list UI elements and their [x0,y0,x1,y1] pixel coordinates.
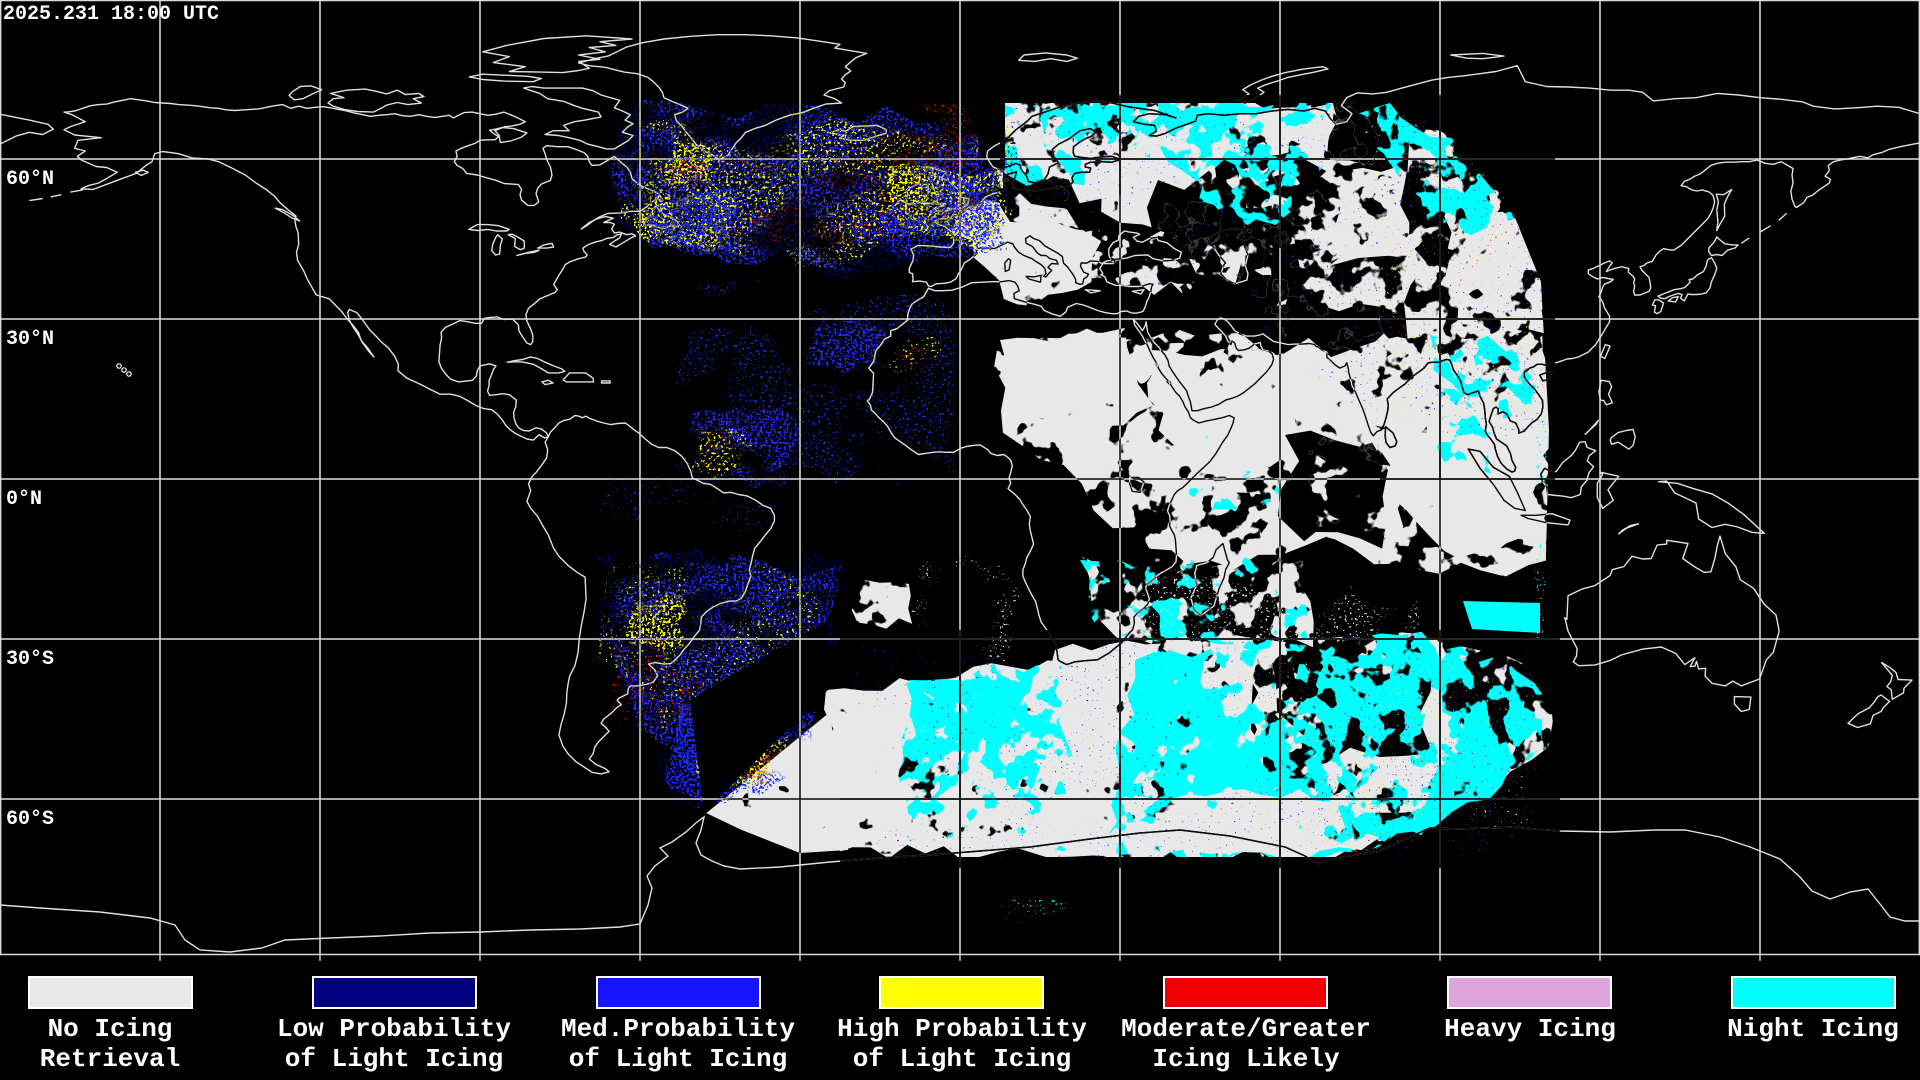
svg-text:Icing Likely: Icing Likely [1152,1044,1340,1074]
svg-text:Night Icing: Night Icing [1727,1014,1899,1044]
svg-text:60°N: 60°N [6,168,54,191]
svg-text:Retrieval: Retrieval [40,1044,180,1074]
svg-text:Low Probability: Low Probability [277,1014,511,1044]
svg-text:of Light Icing: of Light Icing [285,1044,503,1074]
svg-text:2025.231 18:00 UTC: 2025.231 18:00 UTC [3,3,219,26]
svg-text:of Light Icing: of Light Icing [853,1044,1071,1074]
svg-text:High Probability: High Probability [837,1014,1087,1044]
svg-text:30°S: 30°S [6,648,54,671]
svg-text:Med.Probability: Med.Probability [561,1014,795,1044]
svg-text:Heavy Icing: Heavy Icing [1444,1014,1616,1044]
svg-text:No Icing: No Icing [48,1014,173,1044]
svg-text:30°N: 30°N [6,328,54,351]
svg-text:60°S: 60°S [6,808,54,831]
svg-text:of Light Icing: of Light Icing [569,1044,787,1074]
svg-text:Moderate/Greater: Moderate/Greater [1121,1014,1371,1044]
svg-text:0°N: 0°N [6,488,42,511]
